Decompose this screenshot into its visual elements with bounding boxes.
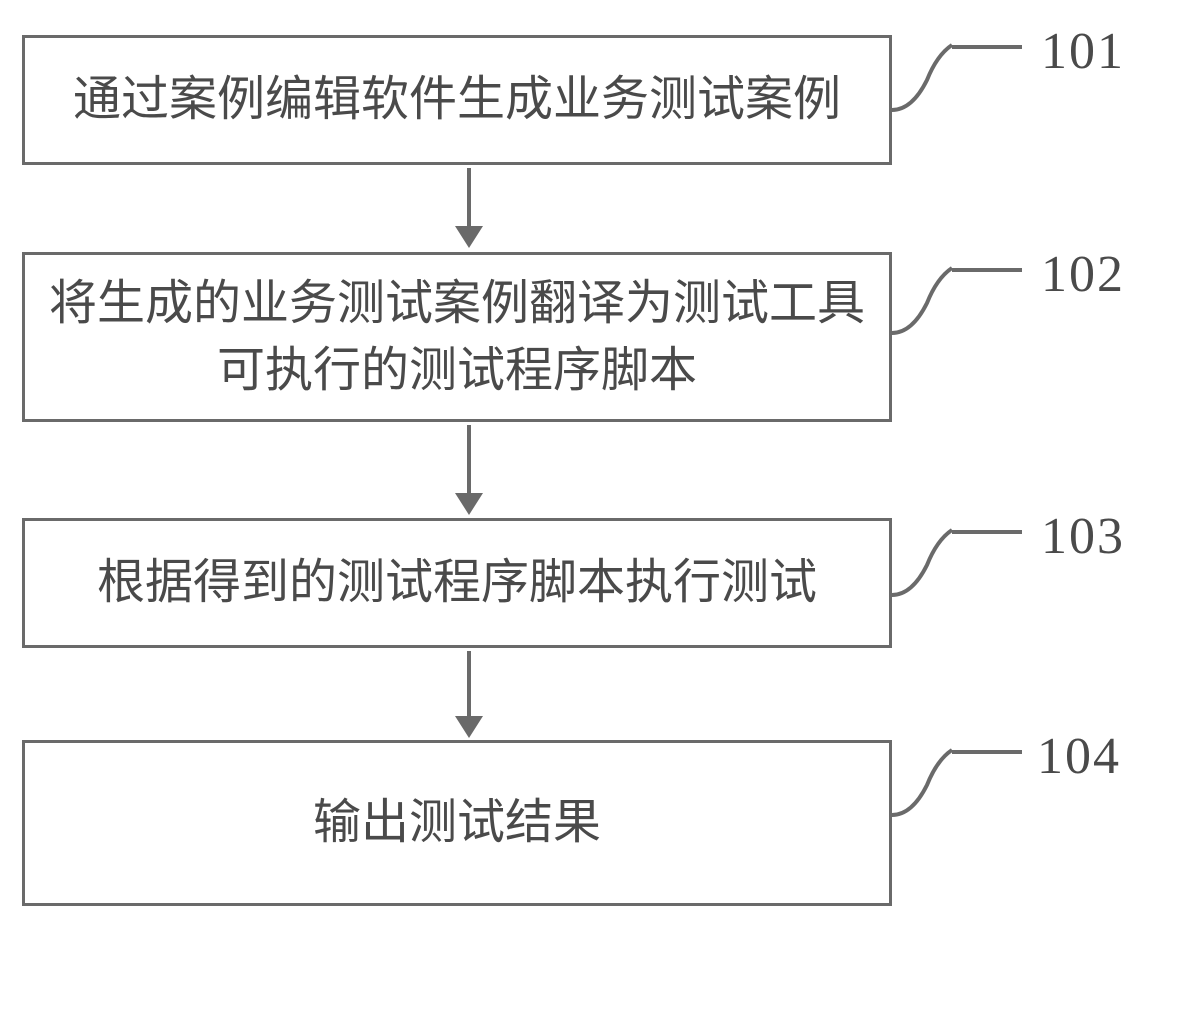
arrow-3: [455, 651, 483, 738]
flowchart-box-step2: 将生成的业务测试案例翻译为测试工具可执行的测试程序脚本: [22, 252, 892, 422]
label-text-2: 102: [1041, 245, 1125, 304]
label-arc-1: [882, 35, 952, 115]
label-arc-2: [882, 258, 952, 338]
arrow-1: [455, 168, 483, 248]
label-dash-3: [952, 530, 1022, 534]
label-text-1: 101: [1041, 22, 1125, 81]
label-arc-4: [882, 740, 952, 820]
arrow-2: [455, 425, 483, 515]
flowchart-box-step4: 输出测试结果: [22, 740, 892, 906]
box-text-step3: 根据得到的测试程序脚本执行测试: [97, 549, 817, 616]
label-dash-2: [952, 268, 1022, 272]
label-text-4: 104: [1037, 727, 1121, 786]
flowchart-box-step3: 根据得到的测试程序脚本执行测试: [22, 518, 892, 648]
box-text-step2: 将生成的业务测试案例翻译为测试工具可执行的测试程序脚本: [45, 270, 869, 404]
flowchart-container: 通过案例编辑软件生成业务测试案例 将生成的业务测试案例翻译为测试工具可执行的测试…: [0, 0, 1202, 1020]
label-dash-1: [952, 45, 1022, 49]
box-text-step4: 输出测试结果: [313, 789, 601, 856]
box-text-step1: 通过案例编辑软件生成业务测试案例: [73, 66, 841, 133]
label-dash-4: [952, 750, 1022, 754]
label-text-3: 103: [1041, 507, 1125, 566]
flowchart-box-step1: 通过案例编辑软件生成业务测试案例: [22, 35, 892, 165]
label-arc-3: [882, 520, 952, 600]
